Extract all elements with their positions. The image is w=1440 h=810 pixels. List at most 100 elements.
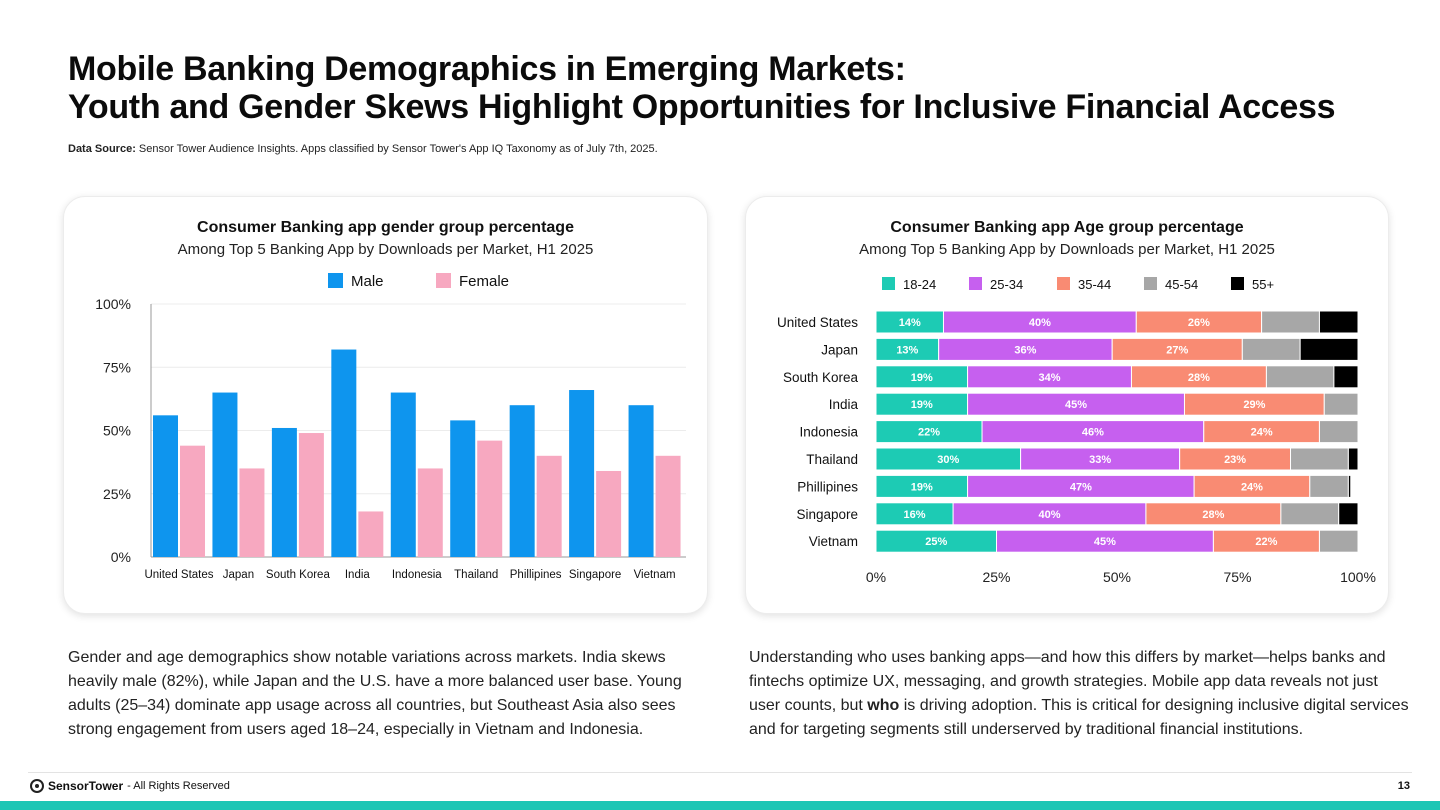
data-label-25-34-japan: 36% [1014, 344, 1036, 356]
legend-swatch-age-35-44 [1057, 277, 1070, 290]
segment-45-54-south-korea [1265, 365, 1335, 389]
x-tick-label: 0% [866, 569, 886, 585]
insight-paragraph-left: Gender and age demographics show notable… [68, 649, 682, 738]
x-tick-label-phillipines: Phillipines [510, 569, 562, 581]
bar-female-singapore [596, 470, 622, 557]
legend-label-age-35-44: 35-44 [1078, 277, 1111, 292]
segment-45-54-india [1323, 392, 1359, 416]
data-source-note: Data Source: Sensor Tower Audience Insig… [68, 143, 658, 155]
data-label-25-34-singapore: 40% [1039, 509, 1061, 521]
insight-right-part-2: is driving adoption. This is critical fo… [749, 697, 1409, 738]
data-label-18-24-indonesia: 22% [918, 427, 940, 439]
x-tick-label-thailand: Thailand [454, 569, 498, 581]
segment-45-54-phillipines [1309, 474, 1349, 498]
y-tick-label: 100% [95, 296, 131, 312]
x-tick-label-south-korea: South Korea [266, 569, 331, 581]
page-number: 13 [1397, 780, 1410, 792]
data-label-35-44-japan: 27% [1166, 344, 1188, 356]
footer-brand: SensorTower - All Rights Reserved [30, 779, 230, 793]
gender-chart-card: Consumer Banking app gender group percen… [63, 196, 708, 614]
legend-swatch-age-45-54 [1144, 277, 1157, 290]
x-tick-label: 50% [1103, 569, 1131, 585]
bar-female-japan [239, 468, 265, 557]
footer-rights: - All Rights Reserved [127, 780, 230, 792]
x-tick-label-vietnam: Vietnam [634, 569, 676, 581]
bar-female-south-korea [298, 433, 324, 557]
bar-male-united-states [153, 415, 178, 557]
age-chart-title: Consumer Banking app Age group percentag… [890, 219, 1244, 236]
y-tick-label: 0% [111, 549, 131, 565]
legend-label-age-18-24: 18-24 [903, 277, 936, 292]
segment-55-singapore [1338, 502, 1359, 526]
data-label-18-24-singapore: 16% [904, 509, 926, 521]
bar-male-japan [212, 392, 238, 557]
data-label-25-34-vietnam: 45% [1094, 536, 1116, 548]
data-label-25-34-thailand: 33% [1089, 454, 1111, 466]
gender-bar-chart: Male Female 0% 25% 50% 75% 100% United States Ja… [95, 273, 686, 581]
age-chart-subtitle: Among Top 5 Banking App by Downloads per… [859, 241, 1275, 258]
x-tick-label-indonesia: Indonesia [392, 569, 442, 581]
y-category-south-korea: South Korea [783, 370, 859, 385]
segment-55-south-korea [1333, 365, 1359, 389]
data-label-35-44-indonesia: 24% [1251, 427, 1273, 439]
bar-male-vietnam [628, 405, 654, 557]
bar-female-vietnam [655, 455, 681, 557]
data-label-18-24-india: 19% [911, 399, 933, 411]
data-label-18-24-japan: 13% [896, 344, 918, 356]
y-category-phillipines: Phillipines [797, 479, 858, 494]
title-line-2: Youth and Gender Skews Highlight Opportu… [68, 88, 1336, 126]
insight-right-emphasis: who [867, 697, 900, 714]
data-label-18-24-thailand: 30% [937, 454, 959, 466]
legend-swatch-male [328, 273, 343, 288]
segment-45-54-thailand [1290, 447, 1349, 471]
data-label-25-34-phillipines: 47% [1070, 481, 1092, 493]
x-tick-label-united-states: United States [144, 569, 213, 581]
data-label-25-34-south-korea: 34% [1039, 372, 1061, 384]
legend-swatch-age-55 [1231, 277, 1244, 290]
segment-55-united-states [1318, 310, 1359, 334]
footer-brand-name: SensorTower [48, 779, 124, 793]
y-tick-label: 50% [103, 423, 131, 439]
title-line-1: Mobile Banking Demographics in Emerging … [68, 50, 906, 88]
footer-divider [28, 772, 1412, 773]
segment-45-54-vietnam [1318, 529, 1359, 553]
page-title: Mobile Banking Demographics in Emerging … [68, 50, 1336, 126]
data-label-35-44-india: 29% [1243, 399, 1265, 411]
data-label-25-34-india: 45% [1065, 399, 1087, 411]
y-category-japan: Japan [821, 342, 858, 357]
segment-55-thailand [1347, 447, 1359, 471]
bar-male-indonesia [390, 392, 416, 557]
bar-male-india [331, 349, 357, 557]
y-category-singapore: Singapore [796, 507, 858, 522]
bar-male-south-korea [271, 427, 297, 557]
legend-swatch-female [436, 273, 451, 288]
segment-45-54-japan [1241, 337, 1301, 361]
legend-label-male: Male [351, 273, 384, 290]
data-source-text: Sensor Tower Audience Insights. Apps cla… [138, 143, 658, 155]
data-source-label: Data Source: [68, 143, 136, 155]
y-category-united-states: United States [777, 315, 858, 330]
bar-female-phillipines [536, 455, 562, 557]
data-label-35-44-vietnam: 22% [1255, 536, 1277, 548]
data-label-18-24-united-states: 14% [899, 317, 921, 329]
insight-right-part-1: Understanding who uses banking apps—and … [749, 649, 1386, 714]
x-tick-label-singapore: Singapore [569, 569, 621, 581]
sensor-tower-logo-icon [30, 779, 44, 793]
y-tick-label: 75% [103, 359, 131, 375]
age-stacked-bar-chart: 18-24 25-34 35-44 45-54 55+ United States 14% 4… [777, 277, 1376, 585]
data-label-18-24-phillipines: 19% [911, 481, 933, 493]
legend-label-age-25-34: 25-34 [990, 277, 1023, 292]
data-label-18-24-vietnam: 25% [925, 536, 947, 548]
bar-female-indonesia [417, 468, 443, 557]
bar-female-united-states [180, 445, 205, 557]
insight-paragraph-right: Understanding who uses banking apps—and … [749, 646, 1409, 742]
y-category-vietnam: Vietnam [809, 534, 858, 549]
legend-label-age-45-54: 45-54 [1165, 277, 1198, 292]
bar-female-thailand [477, 440, 503, 557]
legend-label-age-55: 55+ [1252, 277, 1274, 292]
data-label-35-44-thailand: 23% [1224, 454, 1246, 466]
footer-accent-bar [0, 801, 1440, 810]
data-label-25-34-united-states: 40% [1029, 317, 1051, 329]
gender-chart-subtitle: Among Top 5 Banking App by Downloads per… [177, 241, 594, 258]
y-tick-label: 25% [103, 486, 131, 502]
